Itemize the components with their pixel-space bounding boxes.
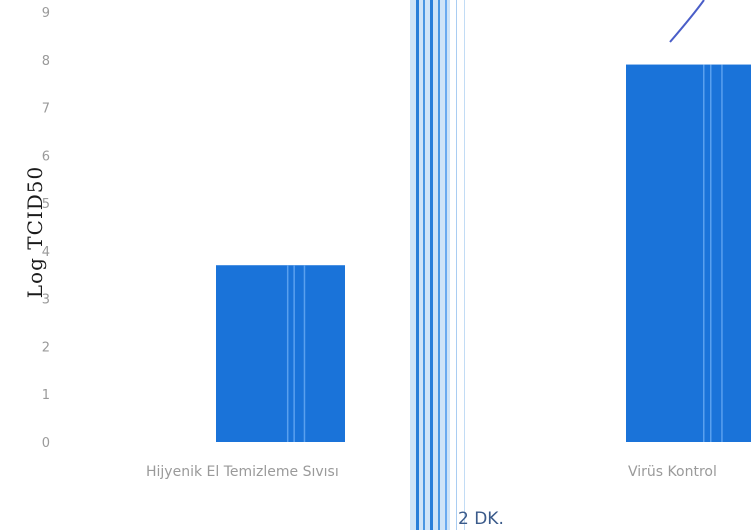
y-tick-label: 1 (42, 388, 50, 403)
y-tick-label: 7 (42, 102, 50, 117)
bar-rect (626, 64, 751, 443)
y-tick-label: 2 (42, 340, 50, 355)
scan-artifact (410, 0, 465, 530)
y-tick-label: 0 (42, 436, 50, 451)
y-tick-label: 6 (42, 149, 50, 164)
category-labels: Hijyenik El Temizleme Sıvısı Virüs Kontro… (146, 464, 717, 480)
bar-stripe (721, 64, 723, 443)
bar-stripe (710, 64, 712, 443)
bar-stripe (293, 265, 295, 442)
y-axis-label: Log TCID50 (23, 166, 47, 299)
bar-stripe (286, 265, 289, 442)
bar (216, 265, 345, 442)
y-axis-ticks: 0 1 2 3 4 5 6 7 8 9 (42, 6, 50, 451)
y-tick-label: 5 (42, 197, 50, 212)
category-label: Hijyenik El Temizleme Sıvısı (146, 464, 339, 480)
y-tick-label: 4 (42, 245, 50, 260)
y-tick-label: 9 (42, 6, 50, 21)
bar (626, 64, 751, 443)
annotation-note: 2 DK. (458, 509, 504, 529)
bar-rect (216, 265, 345, 442)
category-label: Virüs Kontrol (628, 464, 717, 480)
y-tick-label: 3 (42, 293, 50, 308)
pen-stroke (669, 0, 705, 43)
bars (216, 64, 751, 443)
y-tick-label: 8 (42, 54, 50, 69)
bar-stripe (303, 265, 306, 442)
bar-stripe (703, 64, 705, 443)
